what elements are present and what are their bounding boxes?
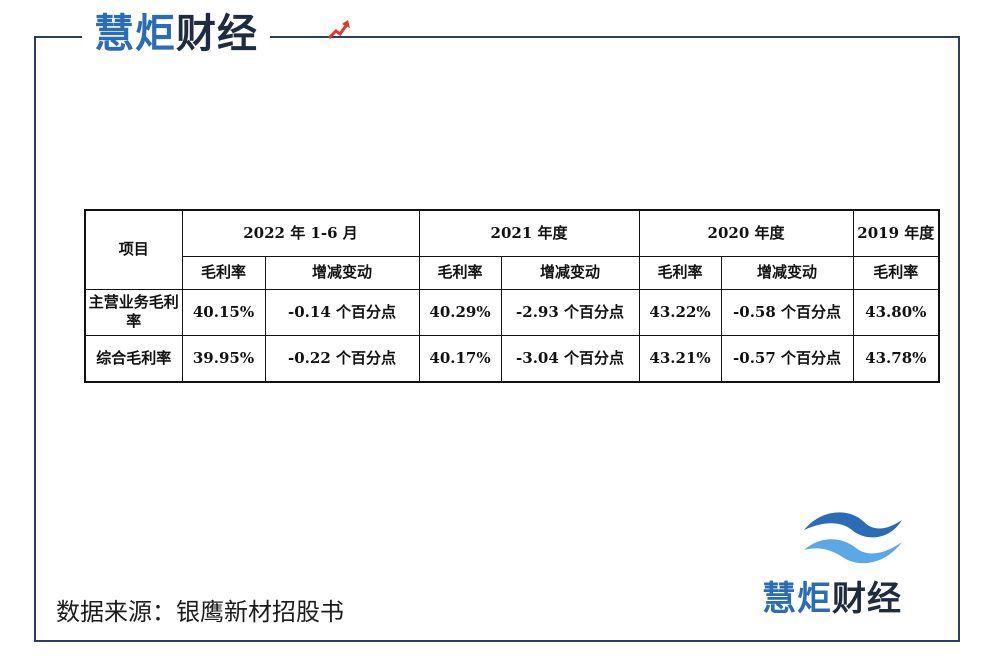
brand-part1: 慧炬 [94, 11, 176, 57]
source-note: 数据来源：银鹰新材招股书 [56, 598, 344, 626]
table-cell: -3.04 个百分点 [500, 334, 640, 383]
wave-logo-icon [804, 512, 902, 564]
table-cell: 43.21% [638, 334, 722, 383]
brand-logo-top: 慧炬财经 [82, 8, 350, 60]
table-cell: -0.14 个百分点 [264, 288, 420, 336]
table-cell: 40.17% [418, 334, 502, 383]
table-cell: -0.58 个百分点 [720, 288, 854, 336]
header-period-2019: 2019 年度 [852, 209, 940, 257]
brand-part2: 财 [176, 11, 217, 57]
subheader-gross-margin: 毛利率 [638, 255, 722, 290]
brand-logo-bottom: 慧炬财经 [762, 582, 902, 616]
brand-part1: 慧炬 [762, 579, 832, 619]
table-cell: 39.95% [181, 334, 266, 383]
table-cell: -0.22 个百分点 [264, 334, 420, 383]
table-cell: -2.93 个百分点 [500, 288, 640, 336]
table-cell: 43.78% [852, 334, 940, 383]
brand-part3: 经 [867, 579, 902, 619]
subheader-gross-margin: 毛利率 [852, 255, 940, 290]
table-cell: 43.80% [852, 288, 940, 336]
subheader-gross-margin: 毛利率 [418, 255, 502, 290]
subheader-change: 增减变动 [720, 255, 854, 290]
subheader-gross-margin: 毛利率 [181, 255, 266, 290]
trend-arrow-icon [328, 20, 350, 40]
header-period-2021: 2021 年度 [418, 209, 640, 257]
gross-margin-table: 项目 2022 年 1-6 月 2021 年度 2020 年度 2019 年度 … [84, 209, 941, 383]
brand-part2: 财 [832, 579, 867, 619]
subheader-change: 增减变动 [500, 255, 640, 290]
subheader-change: 增减变动 [264, 255, 420, 290]
header-period-2022h1: 2022 年 1-6 月 [181, 209, 420, 257]
content-frame [34, 36, 960, 642]
row-label: 主营业务毛利率 [84, 288, 183, 336]
table-row: 综合毛利率 39.95% -0.22 个百分点 40.17% -3.04 个百分… [84, 334, 940, 383]
table-cell: 40.29% [418, 288, 502, 336]
brand-part3: 经 [217, 11, 258, 57]
table-row: 主营业务毛利率 40.15% -0.14 个百分点 40.29% -2.93 个… [84, 288, 940, 336]
header-period-2020: 2020 年度 [638, 209, 854, 257]
header-item: 项目 [84, 209, 183, 290]
table-cell: 43.22% [638, 288, 722, 336]
row-label: 综合毛利率 [84, 334, 183, 383]
table-cell: -0.57 个百分点 [720, 334, 854, 383]
table-cell: 40.15% [181, 288, 266, 336]
